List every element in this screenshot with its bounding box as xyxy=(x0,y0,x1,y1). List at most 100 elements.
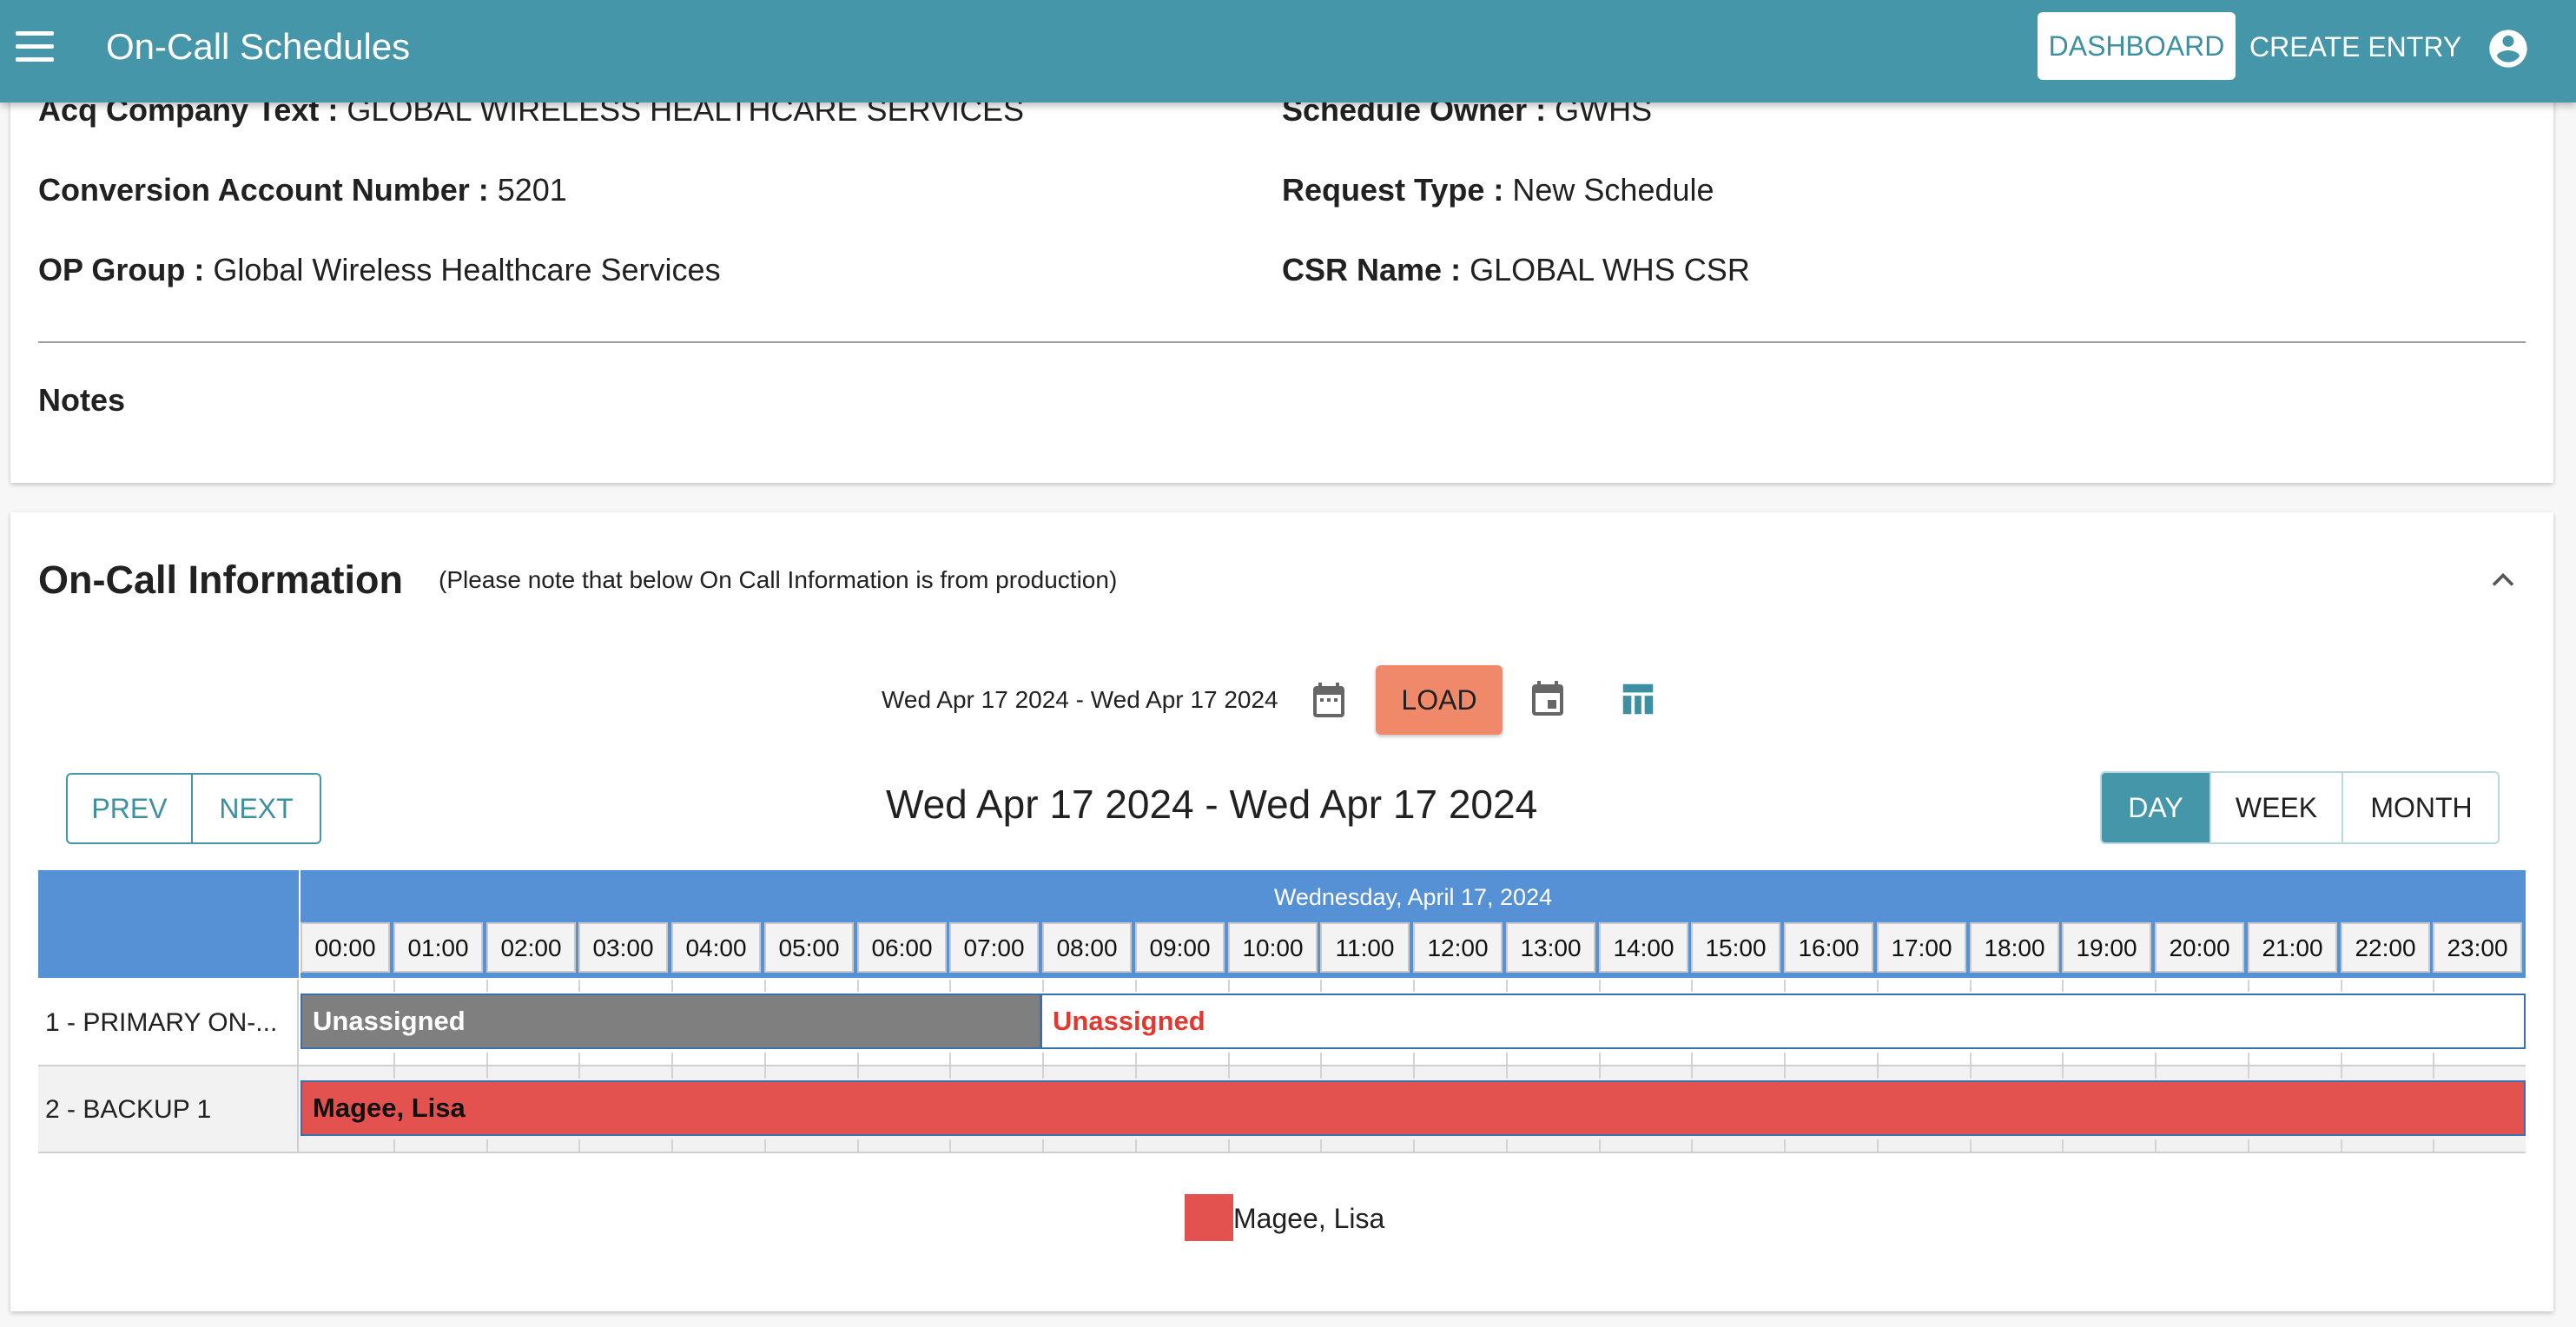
request-type-label: Request Type : xyxy=(1282,172,1504,208)
next-button[interactable]: NEXT xyxy=(219,793,294,824)
hour-tick xyxy=(1691,980,1693,992)
hour-tick xyxy=(2341,1066,2342,1079)
hour-tick xyxy=(486,980,488,992)
hour-tick xyxy=(1320,1053,1322,1065)
hour-tick xyxy=(1506,1139,1508,1152)
account-circle-icon[interactable] xyxy=(2486,26,2531,71)
timeline-header: Wednesday, April 17, 2024 00:00 01:00 02:0… xyxy=(301,870,2526,978)
create-entry-button[interactable]: CREATE ENTRY xyxy=(2249,31,2462,63)
hour-tick xyxy=(1784,980,1786,992)
hour-cell: 17:00 xyxy=(1877,922,1966,973)
request-type-field: Request Type : New Schedule xyxy=(1282,170,1714,210)
hour-cell: 22:00 xyxy=(2341,922,2430,973)
hour-tick xyxy=(1228,1139,1230,1152)
app-bar: On-Call Schedules DASHBOARD CREATE ENTRY xyxy=(0,0,2576,102)
week-view-button[interactable]: WEEK xyxy=(2209,773,2342,842)
hour-tick xyxy=(764,980,766,992)
hour-tick xyxy=(764,1053,766,1065)
table-view-icon[interactable] xyxy=(1617,679,1659,719)
hour-tick xyxy=(1042,980,1044,992)
hour-tick xyxy=(2062,1066,2064,1079)
dashboard-button[interactable]: DASHBOARD xyxy=(2038,12,2236,80)
hour-tick xyxy=(1784,1066,1786,1079)
calendar-range-icon[interactable] xyxy=(1308,677,1350,723)
hour-tick xyxy=(2341,1053,2342,1065)
chevron-up-icon[interactable] xyxy=(2484,561,2522,599)
hour-tick xyxy=(1135,980,1137,992)
hour-tick xyxy=(2155,1066,2157,1079)
hour-tick xyxy=(949,980,951,992)
hour-tick xyxy=(857,1066,859,1079)
hour-tick xyxy=(1691,1053,1693,1065)
hour-tick xyxy=(486,1066,488,1079)
calendar-event-icon[interactable] xyxy=(1527,677,1569,723)
hour-cell: 23:00 xyxy=(2433,922,2522,973)
event-magee-lisa[interactable]: Magee, Lisa xyxy=(301,1080,2526,1136)
hour-cell: 07:00 xyxy=(949,922,1039,973)
hour-cell: 11:00 xyxy=(1320,922,1410,973)
hour-tick xyxy=(1599,1053,1601,1065)
hour-tick xyxy=(2341,1139,2342,1152)
hour-tick xyxy=(1784,1053,1786,1065)
hour-tick xyxy=(578,1066,580,1079)
hour-cell: 10:00 xyxy=(1228,922,1318,973)
hour-tick xyxy=(1877,980,1879,992)
hour-tick xyxy=(1413,980,1415,992)
hour-tick xyxy=(1042,1053,1044,1065)
hour-tick xyxy=(1042,1066,1044,1079)
prev-button[interactable]: PREV xyxy=(68,775,193,842)
hour-tick xyxy=(1599,1139,1601,1152)
hour-cell: 21:00 xyxy=(2248,922,2337,973)
hour-tick xyxy=(1228,1066,1230,1079)
hour-tick xyxy=(2062,1139,2064,1152)
event-unassigned[interactable]: Unassigned xyxy=(1040,994,2526,1049)
hour-tick xyxy=(1413,1139,1415,1152)
timeline-corner xyxy=(38,870,299,978)
hour-tick xyxy=(764,1066,766,1079)
menu-icon[interactable] xyxy=(12,30,57,64)
hour-tick xyxy=(1970,980,1972,992)
on-call-title: On-Call Information xyxy=(38,558,403,602)
hour-tick xyxy=(2341,980,2342,992)
hour-tick xyxy=(2155,1139,2157,1152)
hour-tick xyxy=(764,1139,766,1152)
hour-tick xyxy=(1877,1066,1879,1079)
hour-tick xyxy=(1135,1139,1137,1152)
hour-tick xyxy=(2248,980,2249,992)
csr-name-label: CSR Name : xyxy=(1282,252,1462,287)
hour-cell: 18:00 xyxy=(1970,922,2059,973)
conversion-account-value: 5201 xyxy=(497,172,567,208)
hour-tick xyxy=(2155,980,2157,992)
divider xyxy=(38,341,2526,343)
event-unassigned-past[interactable]: Unassigned xyxy=(301,994,1041,1049)
load-button[interactable]: LOAD xyxy=(1376,665,1503,735)
hour-tick xyxy=(393,1053,395,1065)
hour-tick xyxy=(1599,1066,1601,1079)
hour-tick xyxy=(1691,1066,1693,1079)
hour-cell: 14:00 xyxy=(1599,922,1688,973)
production-note: (Please note that below On Call Informat… xyxy=(439,566,1118,593)
hour-tick xyxy=(486,1139,488,1152)
hour-tick xyxy=(578,1053,580,1065)
hour-cell: 03:00 xyxy=(578,922,668,973)
hour-tick xyxy=(578,1139,580,1152)
hour-tick xyxy=(1691,1139,1693,1152)
hour-tick xyxy=(1506,980,1508,992)
hour-tick xyxy=(1042,1139,1044,1152)
hour-tick xyxy=(486,1053,488,1065)
day-view-button[interactable]: DAY xyxy=(2102,773,2209,842)
conversion-account-field: Conversion Account Number : 5201 xyxy=(38,170,567,210)
hour-cell: 19:00 xyxy=(2062,922,2151,973)
hour-cell: 05:00 xyxy=(764,922,854,973)
hour-cell: 02:00 xyxy=(486,922,576,973)
hour-tick xyxy=(671,980,673,992)
conversion-account-label: Conversion Account Number : xyxy=(38,172,489,208)
prev-next-group: PREV NEXT xyxy=(66,773,321,844)
hour-tick xyxy=(1506,1053,1508,1065)
hour-tick xyxy=(1877,1139,1879,1152)
hour-tick xyxy=(949,1066,951,1079)
month-view-button[interactable]: MONTH xyxy=(2342,773,2498,842)
view-toggle-group: DAY WEEK MONTH xyxy=(2100,771,2500,844)
hour-tick xyxy=(1970,1139,1972,1152)
hour-tick xyxy=(1228,980,1230,992)
